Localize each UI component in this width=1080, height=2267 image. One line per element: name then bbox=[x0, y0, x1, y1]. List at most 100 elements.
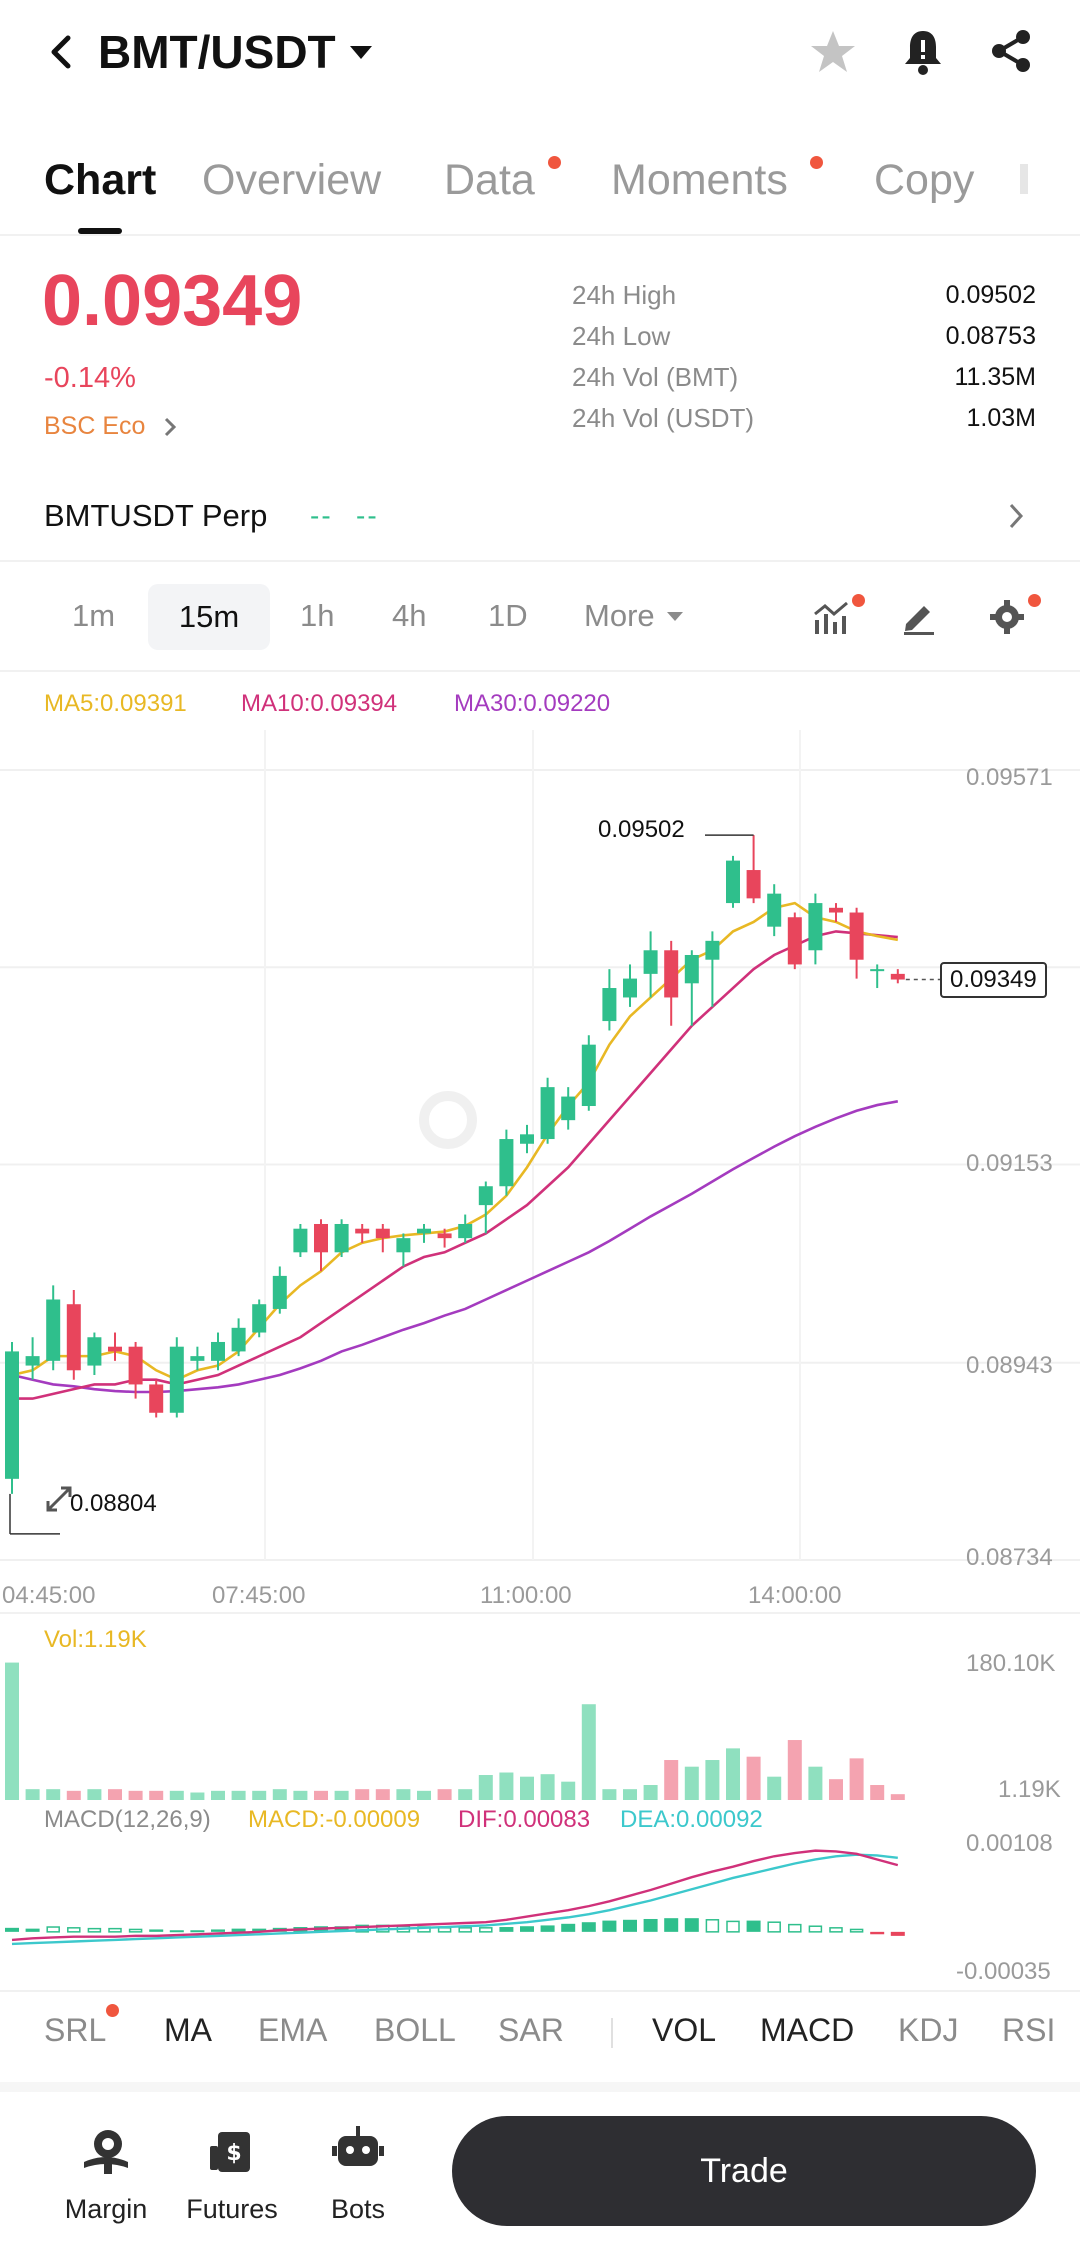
interval-more[interactable]: More bbox=[584, 598, 683, 634]
candle-body bbox=[458, 1223, 473, 1239]
candle bbox=[417, 1223, 431, 1243]
candle-body bbox=[684, 954, 699, 984]
ma30-legend: MA30:0.09220 bbox=[454, 690, 611, 717]
stat-value: 0.09502 bbox=[945, 281, 1036, 309]
ma10-line bbox=[12, 930, 898, 1400]
volume-bar bbox=[561, 1781, 576, 1800]
macd-bar bbox=[890, 1931, 905, 1936]
tab-moments-dot bbox=[810, 156, 823, 169]
volume-bar bbox=[87, 1789, 102, 1800]
volume-bar bbox=[149, 1790, 164, 1800]
volume-bar bbox=[108, 1789, 122, 1800]
candle-body bbox=[829, 907, 843, 913]
volume-bar bbox=[231, 1790, 246, 1800]
indicator-macd[interactable]: MACD bbox=[760, 2012, 855, 2048]
macd-bar bbox=[5, 1927, 19, 1932]
macd-bar bbox=[149, 1929, 164, 1932]
indicator-rsi[interactable]: RSI bbox=[1002, 2012, 1056, 2048]
dif-value: DIF:0.00083 bbox=[458, 1806, 591, 1833]
perp-price: -- bbox=[310, 500, 333, 531]
dea-line bbox=[11, 1853, 898, 1946]
share-button[interactable] bbox=[988, 28, 1034, 79]
volume-bar bbox=[849, 1758, 864, 1800]
candle bbox=[169, 1337, 184, 1418]
tab-overview[interactable]: Overview bbox=[202, 156, 382, 204]
srl-dot bbox=[106, 2004, 119, 2017]
candle bbox=[211, 1332, 225, 1371]
volume-bar bbox=[5, 1662, 19, 1800]
perp-row[interactable]: BMTUSDT Perp -- -- bbox=[0, 480, 1080, 560]
candle bbox=[623, 964, 637, 1007]
volume-bar bbox=[169, 1790, 184, 1800]
candle bbox=[499, 1129, 514, 1196]
interval-1h[interactable]: 1h bbox=[300, 598, 335, 633]
interval-1d[interactable]: 1D bbox=[488, 598, 528, 633]
nav-bots[interactable]: Bots bbox=[298, 2118, 418, 2248]
indicator-icon bbox=[814, 601, 848, 634]
tab-moments[interactable]: Moments bbox=[611, 156, 788, 204]
price-annotations bbox=[9, 834, 940, 1535]
indicator-sar[interactable]: SAR bbox=[498, 2012, 564, 2048]
ma10-path bbox=[12, 930, 898, 1400]
macd-bar bbox=[169, 1930, 184, 1933]
ecosystem-label: BSC Eco bbox=[44, 412, 146, 440]
indicator-vol[interactable]: VOL bbox=[652, 2012, 717, 2048]
candle bbox=[849, 907, 864, 979]
candle-body bbox=[726, 860, 740, 904]
macd-bar bbox=[808, 1925, 823, 1933]
chevron-down-icon bbox=[349, 45, 372, 59]
tab-chart[interactable]: Chart bbox=[44, 156, 157, 204]
volume-bar bbox=[314, 1790, 328, 1800]
volume-bar bbox=[252, 1790, 267, 1800]
current-price-label: 0.09349 bbox=[950, 966, 1037, 993]
nav-futures[interactable]: $ Futures bbox=[172, 2118, 292, 2248]
trade-button[interactable]: Trade bbox=[452, 2116, 1036, 2226]
pair-selector[interactable]: BMT/USDT bbox=[98, 22, 372, 82]
candle-body bbox=[375, 1228, 390, 1239]
candlestick-chart[interactable] bbox=[0, 730, 1080, 2050]
favorite-button[interactable] bbox=[808, 28, 858, 81]
indicator-ma[interactable]: MA bbox=[164, 2012, 212, 2048]
macd-bar bbox=[334, 1926, 349, 1932]
volume-tick: 180.10K bbox=[966, 1650, 1056, 1677]
macd-bar bbox=[231, 1928, 246, 1932]
volume-bar bbox=[272, 1789, 287, 1800]
volume-bar bbox=[684, 1766, 699, 1800]
indicator-kdj[interactable]: KDJ bbox=[898, 2012, 959, 2048]
chart-settings-button[interactable] bbox=[988, 598, 1026, 641]
volume-bar bbox=[25, 1789, 40, 1800]
trade-button-label: Trade bbox=[700, 2151, 788, 2190]
candle-body bbox=[190, 1356, 205, 1361]
indicator-srl[interactable]: SRL bbox=[44, 2012, 107, 2048]
indicator-boll[interactable]: BOLL bbox=[374, 2012, 456, 2048]
candle bbox=[231, 1318, 246, 1357]
svg-text:$: $ bbox=[226, 2141, 241, 2166]
back-button[interactable] bbox=[42, 28, 82, 76]
candle-body bbox=[623, 978, 637, 998]
indicator-ema[interactable]: EMA bbox=[258, 2012, 328, 2048]
dif-line bbox=[11, 1849, 899, 1942]
macd-bar bbox=[355, 1924, 369, 1933]
macd-bar bbox=[684, 1918, 699, 1932]
indicator-settings-button[interactable] bbox=[812, 600, 852, 641]
macd-bar bbox=[499, 1927, 514, 1932]
candle bbox=[87, 1332, 102, 1376]
alert-button[interactable] bbox=[900, 26, 946, 81]
expand-icon[interactable] bbox=[44, 1484, 74, 1519]
tab-data-dot bbox=[548, 156, 561, 169]
y-tick: 0.08943 bbox=[966, 1352, 1053, 1379]
candle bbox=[829, 903, 843, 922]
ecosystem-link[interactable]: BSC Eco bbox=[44, 412, 177, 441]
draw-tool-button[interactable] bbox=[900, 598, 938, 641]
macd-bar bbox=[520, 1926, 534, 1932]
tab-data[interactable]: Data bbox=[444, 156, 535, 204]
interval-4h[interactable]: 4h bbox=[392, 598, 427, 633]
nav-margin[interactable]: Margin bbox=[46, 2118, 166, 2248]
interval-15m[interactable]: 15m bbox=[148, 584, 270, 650]
tab-copy[interactable]: Copy bbox=[874, 156, 975, 204]
macd-bar bbox=[788, 1923, 802, 1933]
candle-body bbox=[5, 1351, 19, 1479]
interval-1m[interactable]: 1m bbox=[72, 598, 116, 633]
candle-body bbox=[417, 1228, 431, 1234]
macd-tick: -0.00035 bbox=[956, 1958, 1051, 1985]
